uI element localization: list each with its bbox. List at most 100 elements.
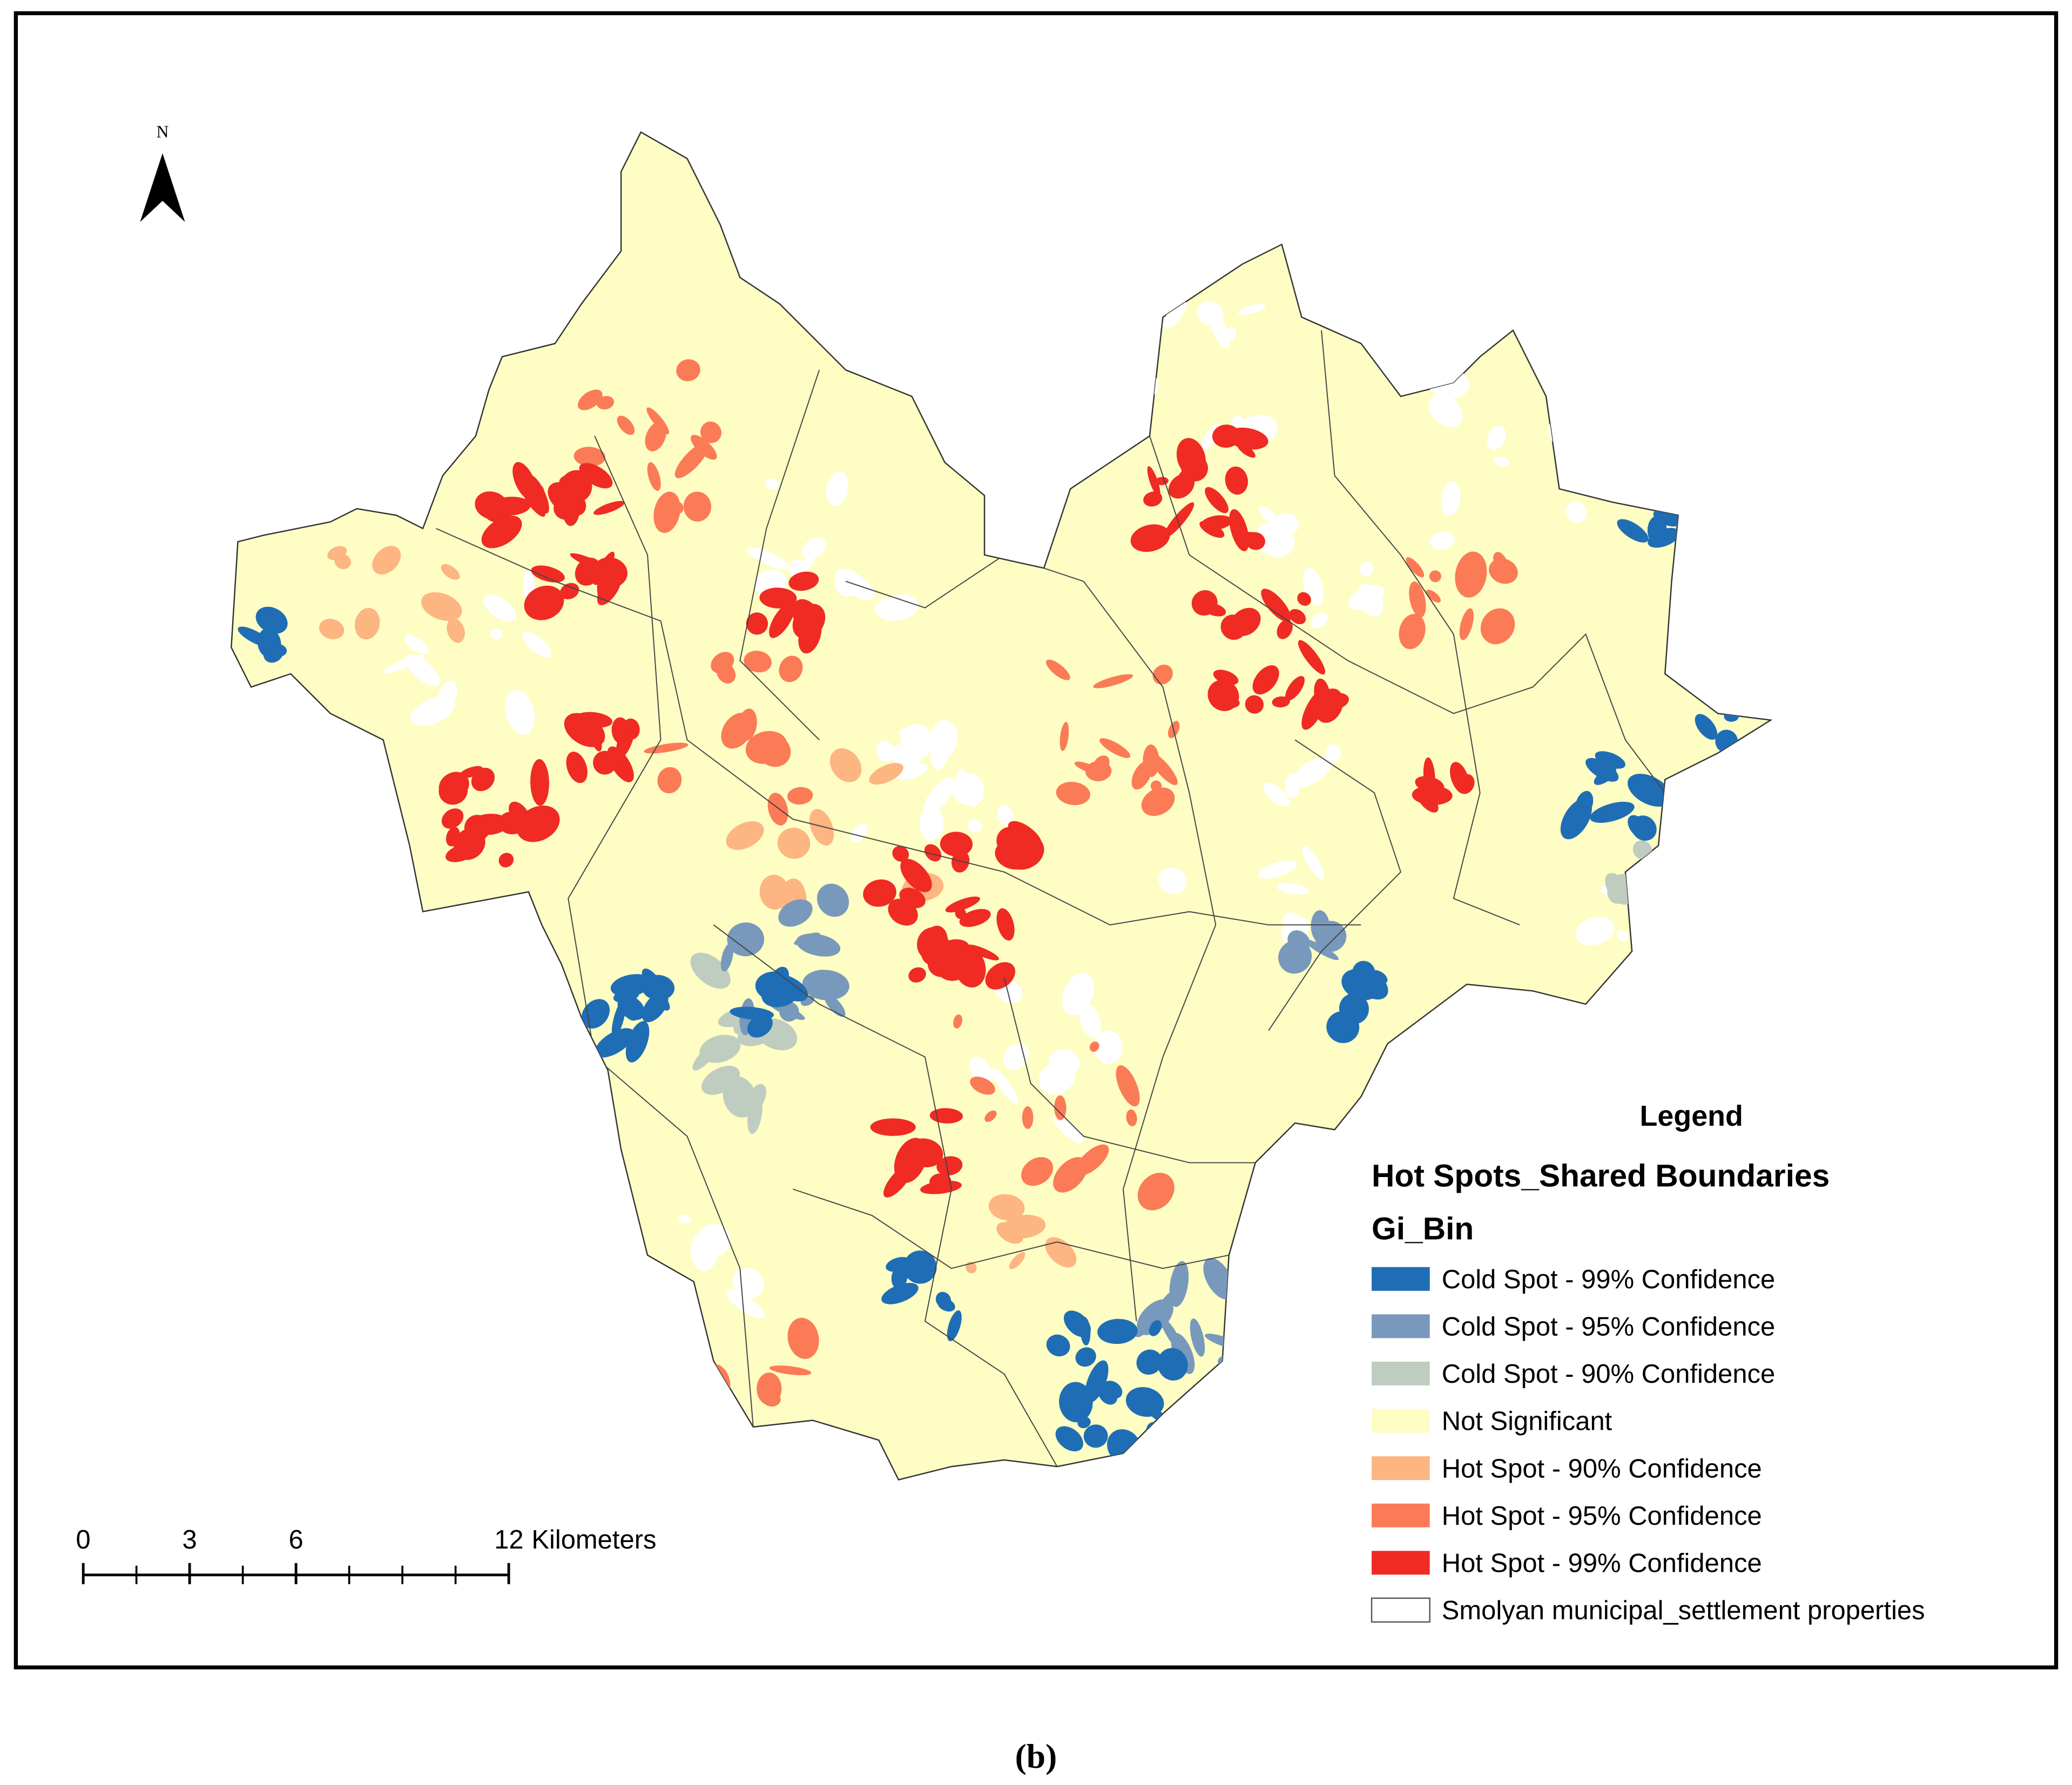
gi-bin-patch <box>863 879 896 907</box>
gi-bin-patch <box>1159 1288 1182 1310</box>
gi-bin-patch <box>441 808 464 829</box>
gi-bin-patch <box>1259 506 1279 526</box>
gi-bin-patch <box>850 823 868 842</box>
boundary <box>436 528 1361 925</box>
gi-bin-patch <box>759 875 789 910</box>
gi-bin-patch <box>966 944 1000 961</box>
gi-bin-patch <box>647 462 661 491</box>
gi-bin-patch <box>967 820 982 833</box>
gi-bin-patch <box>936 1156 963 1176</box>
gi-bin-patch <box>327 546 347 560</box>
scale-tick-value: 0 <box>76 1525 91 1554</box>
legend-swatch <box>1371 1597 1430 1623</box>
legend-field: Gi_Bin <box>1372 1211 1474 1246</box>
legend: Legend Hot Spots_Shared Boundaries Gi_Bi… <box>1371 1100 1925 1625</box>
boundary <box>739 369 820 741</box>
gi-bin-patch <box>471 768 495 792</box>
gi-bin-patch <box>778 899 813 927</box>
legend-label: Cold Spot - 95% Confidence <box>1442 1313 1776 1342</box>
gi-bin-patch <box>744 651 772 673</box>
gi-bin-patch <box>441 564 460 580</box>
gi-bin-patch <box>678 1214 691 1224</box>
gi-bin-patch <box>1298 640 1326 675</box>
gi-bin-patch <box>1489 558 1518 584</box>
gi-bin-patch <box>930 738 949 770</box>
gi-bin-patch <box>891 1265 908 1289</box>
gi-bin-patch <box>1208 308 1230 349</box>
gi-bin-patch <box>1204 603 1226 617</box>
gi-bin-patch <box>1131 760 1152 790</box>
gi-bin-patch <box>1617 930 1629 942</box>
gi-bin-patch <box>1046 1334 1070 1357</box>
scale-unit: Kilometers <box>531 1525 656 1554</box>
gi-bin-patch <box>1225 466 1248 495</box>
gi-bin-patch <box>924 844 942 862</box>
gi-bin-patch <box>1285 676 1305 701</box>
gi-bin-patch <box>809 809 834 846</box>
gi-bin-patch <box>670 501 684 515</box>
gi-bin-patch <box>997 804 1013 826</box>
gi-bin-patch <box>699 1035 741 1063</box>
gi-bin-patch <box>446 844 476 862</box>
gi-bin-patch <box>405 654 440 687</box>
gi-bin-patch <box>1406 557 1425 578</box>
gi-bin-patch <box>988 1194 1025 1221</box>
gi-bin-patch <box>746 612 768 635</box>
gi-bin-patch <box>1429 570 1441 583</box>
gi-bin-patch <box>1311 910 1330 944</box>
gi-bin-patch <box>481 515 522 549</box>
gi-bin-patch <box>1203 1257 1234 1300</box>
gi-bin-patch <box>1575 790 1594 817</box>
gi-bin-patch <box>1059 1382 1093 1423</box>
gi-bin-patch <box>1148 752 1178 786</box>
gi-bin-patch <box>1480 608 1515 645</box>
settlement-boundaries <box>436 330 1666 1467</box>
scale-tick-value: 6 <box>289 1525 303 1554</box>
gi-bin-patch <box>1263 783 1290 807</box>
gi-bin-patch <box>1143 491 1163 507</box>
gi-bin-patch <box>459 766 483 779</box>
legend-label: Smolyan municipal_settlement properties <box>1442 1596 1925 1625</box>
gi-bin-patch <box>1099 738 1131 758</box>
gi-bin-patch <box>1426 590 1441 603</box>
gi-bin-patch <box>929 1173 951 1190</box>
gi-bin-patch <box>895 763 928 780</box>
gi-bin-patch <box>829 748 862 782</box>
gi-bin-patch <box>721 713 753 749</box>
gi-bin-patch <box>1565 501 1587 523</box>
gi-bin-patch <box>1341 969 1380 1000</box>
gi-bin-patch <box>945 896 980 912</box>
gi-bin-patch <box>919 807 944 841</box>
gi-bin-patch <box>802 970 849 1000</box>
legend-label: Hot Spot - 95% Confidence <box>1442 1502 1762 1531</box>
gi-bin-patch <box>1053 1157 1088 1193</box>
gi-bin-patch <box>611 717 630 744</box>
gi-bin-patch <box>888 898 918 926</box>
gi-bin-patch <box>1311 612 1328 628</box>
gi-bin-patch <box>1304 939 1339 961</box>
gi-bin-patch <box>816 883 849 917</box>
gi-bin-patch <box>1292 758 1332 788</box>
gi-bin-patch <box>691 435 717 460</box>
gi-bin-patch <box>1207 680 1239 711</box>
gi-bin-patch <box>747 547 789 570</box>
gi-bin-patch <box>1113 1329 1129 1343</box>
gi-bin-patch <box>593 501 625 515</box>
gi-bin-patch <box>1297 592 1311 606</box>
gi-bin-patch <box>1325 744 1341 763</box>
legend-swatch <box>1372 1314 1430 1338</box>
gi-bin-patch <box>319 619 345 640</box>
gi-bin-patch <box>1004 835 1044 870</box>
gi-bin-patch <box>1357 583 1383 617</box>
gi-bin-patch <box>1021 1157 1054 1186</box>
gi-bin-patch <box>257 628 281 659</box>
caption: (b) <box>1015 1737 1057 1775</box>
gi-bin-patch <box>595 1028 635 1058</box>
gi-bin-patch <box>255 606 288 634</box>
gi-bin-patch <box>1079 1003 1101 1038</box>
gi-bin-patch <box>894 1138 927 1183</box>
gi-bin-patch <box>1359 562 1374 577</box>
gi-bin-patch <box>1125 1387 1164 1417</box>
gi-bin-patch <box>985 962 1016 990</box>
gi-bin-patch <box>498 853 514 868</box>
